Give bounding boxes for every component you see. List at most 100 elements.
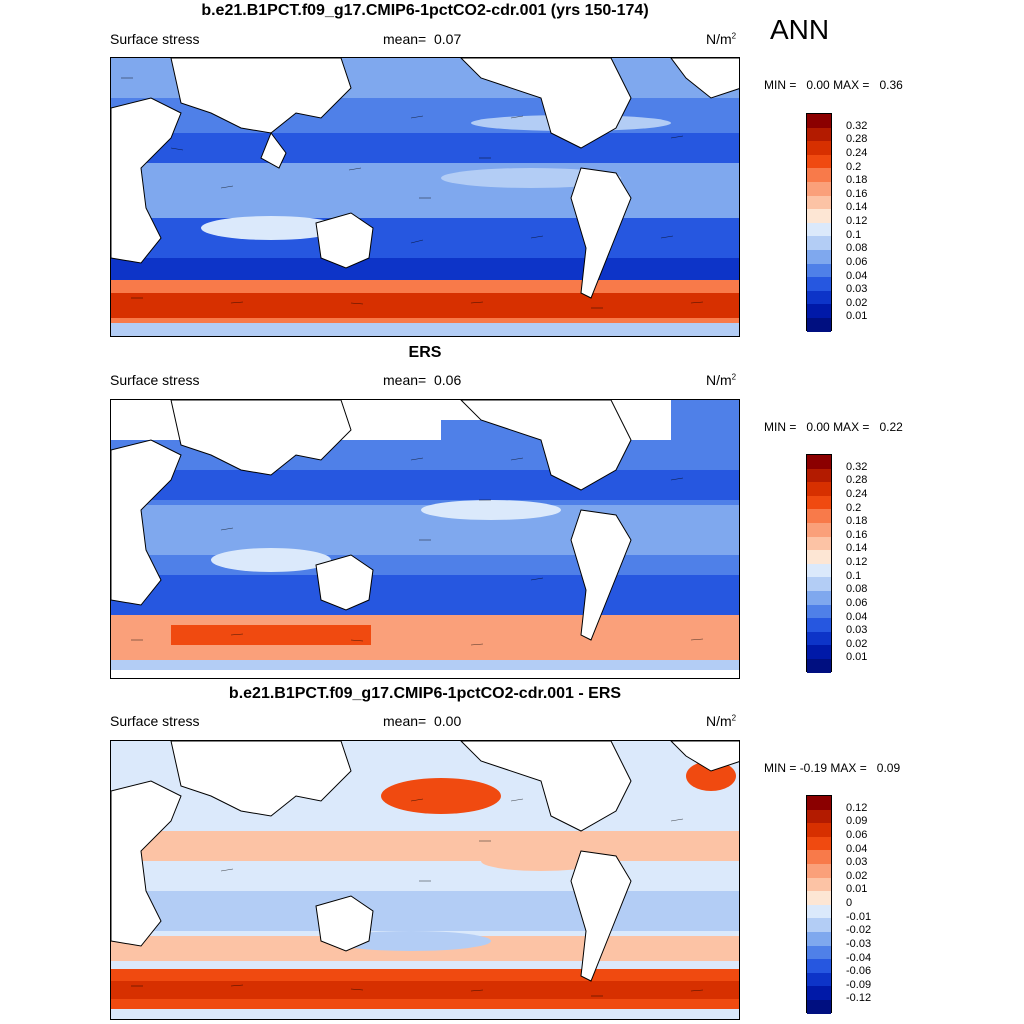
colorbar-tick-label: 0.2 [846,502,862,514]
colorbar-segment [807,999,831,1014]
colorbar-tick-label: 0.03 [846,283,868,295]
panel-1-colorbar [806,113,832,332]
colorbar-segment [807,536,831,551]
panel-3-title: b.e21.B1PCT.f09_g17.CMIP6-1pctCO2-cdr.00… [228,685,622,702]
colorbar-segment [807,796,831,810]
colorbar-tick-label: 0.06 [846,597,868,609]
colorbar-tick-label: 0.02 [846,638,868,650]
panel-2-mean-label: mean= [383,372,427,388]
colorbar-tick-label: 0.03 [846,856,868,868]
colorbar-tick-label: 0.09 [846,815,868,827]
colorbar-segment [807,181,831,196]
colorbar-segment [807,850,831,864]
colorbar-segment [807,918,831,932]
colorbar-segment [807,195,831,210]
panel-3-units: N/m2 [706,713,737,729]
colorbar-tick-label: 0.2 [846,161,862,173]
colorbar-tick-label: -0.01 [846,911,872,923]
colorbar-tick-label: 0 [846,897,853,909]
colorbar-tick-label: 0.01 [846,651,868,663]
panel-3-map-svg [111,741,739,1019]
colorbar-tick-label: 0.12 [846,556,868,568]
colorbar-segment [807,823,831,837]
colorbar-tick-label: 0.12 [846,215,868,227]
colorbar-segment [807,290,831,305]
colorbar-segment [807,277,831,291]
colorbar-segment [807,154,831,169]
colorbar-tick-label: 0.18 [846,174,868,186]
colorbar-segment [807,959,831,973]
colorbar-segment [807,114,831,128]
colorbar-tick-label: 0.04 [846,270,868,282]
colorbar-segment [807,590,831,605]
colorbar-segment [807,972,831,987]
colorbar-tick-label: 0.18 [846,515,868,527]
colorbar-segment [807,658,831,673]
colorbar-tick-label: -0.06 [846,965,872,977]
panel-1-mean: mean= 0.07 [383,31,461,47]
colorbar-segment [807,141,831,155]
colorbar-segment [807,127,831,142]
colorbar-segment [807,863,831,878]
panel-3-minmax: MIN = -0.19 MAX = 0.09 [764,761,901,775]
colorbar-tick-label: 0.02 [846,297,868,309]
colorbar-segment [807,986,831,1000]
panel-1-mean-value: 0.07 [433,31,462,47]
panel-3-mean: mean= 0.00 [383,713,461,729]
colorbar-segment [807,563,831,578]
panel-2-mean: mean= 0.06 [383,372,461,388]
panel-3-map [110,740,740,1020]
colorbar-segment [807,168,831,182]
colorbar-tick-label: 0.04 [846,843,868,855]
colorbar-tick-label: 0.01 [846,310,868,322]
colorbar-tick-label: 0.08 [846,583,868,595]
colorbar-segment [807,209,831,223]
colorbar-tick-label: -0.04 [846,952,872,964]
season-label: ANN [770,14,830,45]
panel-2-title: ERS [408,344,442,361]
colorbar-tick-label: -0.09 [846,979,872,991]
colorbar-tick-label: 0.16 [846,188,868,200]
colorbar-tick-label: -0.02 [846,924,872,936]
colorbar-tick-label: 0.03 [846,624,868,636]
colorbar-tick-label: 0.14 [846,542,868,554]
panel-3-mean-value: 0.00 [433,713,462,729]
panel-2-map-svg [111,400,739,678]
panel-3-variable-label: Surface stress [110,713,200,729]
colorbar-segment [807,317,831,332]
colorbar-tick-label: 0.28 [846,474,868,486]
colorbar-segment [807,809,831,824]
colorbar-segment [807,577,831,591]
colorbar-segment [807,249,831,264]
colorbar-segment [807,468,831,483]
colorbar-tick-label: 0.06 [846,256,868,268]
colorbar-segment [807,645,831,659]
panel-1-minmax: MIN = 0.00 MAX = 0.36 [764,78,903,92]
panel-1-map-svg [111,58,739,336]
panel-2-colorbar [806,454,832,673]
colorbar-tick-label: 0.24 [846,147,868,159]
colorbar-tick-label: 0.16 [846,529,868,541]
panel-3-mean-label: mean= [383,713,427,729]
colorbar-tick-label: -0.03 [846,938,872,950]
colorbar-segment [807,931,831,946]
colorbar-tick-label: 0.32 [846,461,868,473]
colorbar-segment [807,263,831,278]
colorbar-segment [807,618,831,632]
panel-1-mean-label: mean= [383,31,427,47]
colorbar-tick-label: 0.32 [846,120,868,132]
colorbar-tick-label: -0.12 [846,992,872,1004]
colorbar-segment [807,482,831,496]
panel-1-variable-label: Surface stress [110,31,200,47]
colorbar-segment [807,550,831,564]
panel-1-units: N/m2 [706,31,737,47]
colorbar-segment [807,495,831,510]
colorbar-segment [807,236,831,250]
colorbar-segment [807,945,831,960]
colorbar-segment [807,877,831,892]
colorbar-tick-label: 0.02 [846,870,868,882]
colorbar-segment [807,222,831,237]
panel-2-minmax: MIN = 0.00 MAX = 0.22 [764,420,903,434]
colorbar-segment [807,604,831,619]
colorbar-tick-label: 0.12 [846,802,868,814]
